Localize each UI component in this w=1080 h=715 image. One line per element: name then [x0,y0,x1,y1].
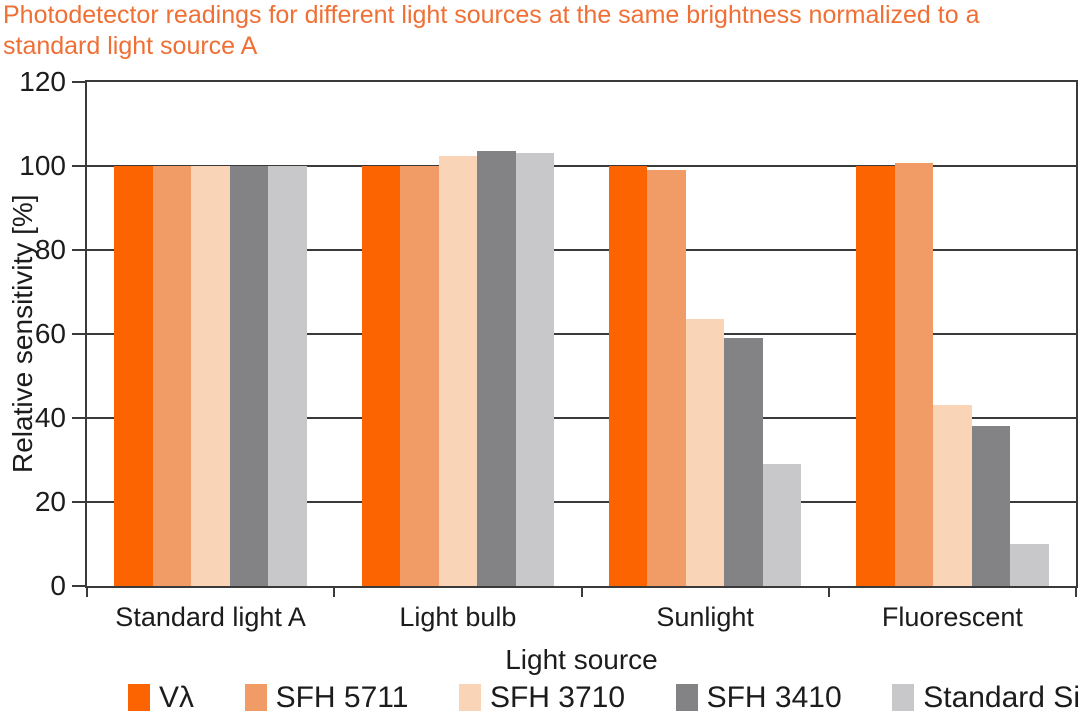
ytick-mark [72,165,85,167]
x-axis-label: Light source [505,644,658,675]
bar-group-standard-light-a [87,82,334,586]
category-label: Standard light A [115,602,306,632]
bar-group-sunlight [582,82,829,586]
xtick-mark [86,588,88,597]
bar-v-lambda [608,166,648,586]
legend-item-v-lambda: Vλ [128,681,194,715]
legend-item-standard-si: Standard Si [892,681,1080,715]
ytick-mark [72,249,85,251]
gridline [87,165,1076,167]
xtick-mark [827,588,830,597]
bars-layer [87,82,1076,586]
ytick-label: 20 [34,486,66,517]
xtick-mark [333,588,336,597]
bar-sfh-3410 [477,151,516,586]
ytick-mark [72,585,85,587]
legend-label: SFH 3410 [706,681,842,714]
bar-v-lambda [361,166,401,586]
bar-sfh-3410 [971,426,1011,586]
legend-label: Vλ [159,681,195,714]
bar-sfh-5711 [152,166,192,586]
bar-sfh-3710 [191,166,230,586]
ytick-label: 80 [34,234,66,265]
legend-swatch-sfh-5711 [244,684,267,711]
legend-label: SFH 3710 [489,681,626,714]
plot-area [85,80,1078,588]
ytick-label: 40 [34,402,66,433]
gridline [87,501,1076,503]
bar-sfh-3710 [438,155,478,586]
gridline [87,417,1076,419]
ytick-label: 60 [34,318,66,349]
xtick-mark [580,588,583,597]
ytick-label: 120 [19,66,66,97]
bar-group-fluorescent [829,82,1076,586]
ytick-label: 0 [50,570,66,601]
legend: Vλ SFH 5711 SFH 3710 SFH 3410 Standard Si [128,681,1080,715]
xtick-mark [1075,588,1077,597]
category-label: Light bulb [399,602,517,632]
bar-sfh-5711 [647,170,686,586]
category-label: Fluorescent [881,602,1023,632]
bar-sfh-3710 [685,319,725,586]
bar-standard-si [515,153,555,586]
ytick-mark [72,501,85,503]
bar-sfh-5711 [894,163,934,586]
legend-swatch-v-lambda [128,684,150,711]
legend-label: SFH 5711 [275,681,409,714]
gridline [87,333,1076,335]
bar-standard-si [268,166,307,586]
bar-group-light-bulb [334,82,581,586]
page-title: Photodetector readings for different lig… [3,1,980,60]
bar-v-lambda [114,166,153,586]
ytick-mark [72,81,85,83]
ytick-label: 100 [19,150,66,181]
legend-item-sfh-5711: SFH 5711 [244,681,409,715]
legend-label: Standard Si [923,681,1080,714]
bar-standard-si [1010,544,1049,586]
legend-item-sfh-3710: SFH 3710 [458,681,626,715]
ytick-mark [72,417,85,419]
ytick-mark [72,333,85,335]
legend-item-sfh-3410: SFH 3410 [675,681,842,715]
bar-sfh-5711 [400,166,439,586]
bar-sfh-3410 [724,338,763,586]
category-label: Sunlight [656,602,754,632]
legend-swatch-sfh-3710 [458,684,481,711]
legend-swatch-standard-si [892,684,915,711]
legend-swatch-sfh-3410 [675,684,698,711]
bar-standard-si [762,464,802,586]
bar-v-lambda [856,166,895,586]
bar-sfh-3710 [933,405,972,586]
gridline [87,249,1076,251]
bar-sfh-3410 [229,166,269,586]
